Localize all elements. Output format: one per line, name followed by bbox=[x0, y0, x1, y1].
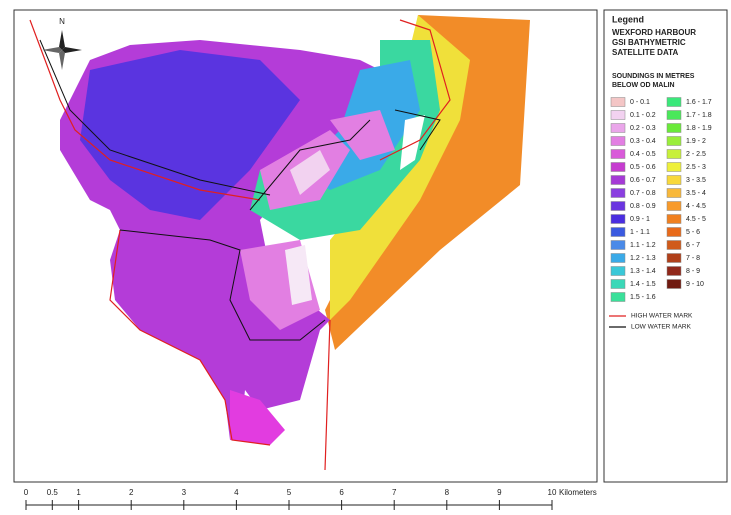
legend-line-label: HIGH WATER MARK bbox=[631, 313, 693, 320]
scale-label: 0.5 bbox=[47, 488, 59, 497]
legend-swatch bbox=[667, 176, 681, 185]
legend-class-label: 3 - 3.5 bbox=[686, 177, 706, 184]
legend-swatch bbox=[611, 176, 625, 185]
legend-swatch bbox=[667, 163, 681, 172]
legend-class-label: 4 - 4.5 bbox=[686, 203, 706, 210]
legend-class-label: 0 - 0.1 bbox=[630, 99, 650, 106]
legend-class-label: 2 - 2.5 bbox=[686, 151, 706, 158]
legend-class-label: 2.5 - 3 bbox=[686, 164, 706, 171]
legend-class-label: 0.9 - 1 bbox=[630, 216, 650, 223]
scale-label: 10 bbox=[548, 488, 557, 497]
legend-class-label: 1.8 - 1.9 bbox=[686, 125, 712, 132]
scale-label: 4 bbox=[234, 488, 239, 497]
legend-class-label: 1.6 - 1.7 bbox=[686, 99, 712, 106]
legend-class-label: 1.1 - 1.2 bbox=[630, 242, 656, 249]
scale-label: 7 bbox=[392, 488, 397, 497]
legend-title: Legend bbox=[612, 14, 644, 24]
legend-swatch bbox=[667, 254, 681, 263]
legend-class-label: 3.5 - 4 bbox=[686, 190, 706, 197]
legend-class-label: 0.5 - 0.6 bbox=[630, 164, 656, 171]
legend-swatch bbox=[611, 189, 625, 198]
legend-swatch bbox=[611, 254, 625, 263]
legend-class-label: 1.2 - 1.3 bbox=[630, 255, 656, 262]
legend-class-label: 0.3 - 0.4 bbox=[630, 138, 656, 145]
legend-swatch bbox=[611, 293, 625, 302]
legend-swatch bbox=[611, 228, 625, 237]
scale-label: 3 bbox=[182, 488, 187, 497]
legend-class-label: 0.4 - 0.5 bbox=[630, 151, 656, 158]
legend-swatch bbox=[611, 215, 625, 224]
legend-class-label: 1 - 1.1 bbox=[630, 229, 650, 236]
legend-class-label: 0.8 - 0.9 bbox=[630, 203, 656, 210]
legend-swatch bbox=[611, 124, 625, 133]
north-label: N bbox=[59, 17, 65, 26]
legend-class-label: 5 - 6 bbox=[686, 229, 700, 236]
legend-swatch bbox=[667, 189, 681, 198]
legend-class-label: 1.5 - 1.6 bbox=[630, 294, 656, 301]
legend-swatch bbox=[667, 124, 681, 133]
legend-swatch bbox=[667, 98, 681, 107]
scale-label: 2 bbox=[129, 488, 134, 497]
legend-heading: GSI BATHYMETRIC bbox=[612, 38, 686, 47]
legend-class-label: 1.9 - 2 bbox=[686, 138, 706, 145]
legend-swatch bbox=[667, 215, 681, 224]
legend-class-label: 0.1 - 0.2 bbox=[630, 112, 656, 119]
legend-swatch bbox=[611, 150, 625, 159]
legend-swatch bbox=[667, 202, 681, 211]
legend-swatch bbox=[667, 228, 681, 237]
legend-heading: SATELLITE DATA bbox=[612, 48, 678, 57]
scale-label: 6 bbox=[339, 488, 344, 497]
legend-swatch bbox=[611, 267, 625, 276]
legend-units: BELOW OD MALIN bbox=[612, 82, 675, 89]
scale-label: 1 bbox=[76, 488, 81, 497]
legend-swatch bbox=[667, 280, 681, 289]
scale-label: 0 bbox=[24, 488, 29, 497]
legend-class-label: 1.3 - 1.4 bbox=[630, 268, 656, 275]
legend-class-label: 1.4 - 1.5 bbox=[630, 281, 656, 288]
legend-heading: WEXFORD HARBOUR bbox=[612, 28, 696, 37]
scale-label: 5 bbox=[287, 488, 292, 497]
legend-swatch bbox=[611, 137, 625, 146]
legend-swatch bbox=[611, 202, 625, 211]
scale-label: 8 bbox=[445, 488, 450, 497]
legend-class-label: 0.7 - 0.8 bbox=[630, 190, 656, 197]
legend-swatch bbox=[667, 241, 681, 250]
legend-swatch bbox=[611, 163, 625, 172]
legend-class-label: 1.7 - 1.8 bbox=[686, 112, 712, 119]
scale-unit: Kilometers bbox=[559, 488, 597, 497]
scale-label: 9 bbox=[497, 488, 502, 497]
legend-swatch bbox=[611, 111, 625, 120]
legend-swatch bbox=[611, 241, 625, 250]
legend-class-label: 4.5 - 5 bbox=[686, 216, 706, 223]
legend-class-label: 0.2 - 0.3 bbox=[630, 125, 656, 132]
legend-swatch bbox=[667, 267, 681, 276]
map-page: N Legend WEXFORD HARBOURGSI BATHYMETRICS… bbox=[0, 0, 731, 515]
legend-line-label: LOW WATER MARK bbox=[631, 324, 692, 331]
legend-swatch bbox=[611, 98, 625, 107]
legend-swatch bbox=[667, 137, 681, 146]
legend-units: SOUNDINGS IN METRES bbox=[612, 73, 695, 80]
legend-swatch bbox=[611, 280, 625, 289]
legend-class-label: 9 - 10 bbox=[686, 281, 704, 288]
legend-class-label: 0.6 - 0.7 bbox=[630, 177, 656, 184]
legend-class-label: 8 - 9 bbox=[686, 268, 700, 275]
map: N bbox=[14, 10, 597, 482]
legend-class-label: 7 - 8 bbox=[686, 255, 700, 262]
legend-class-label: 6 - 7 bbox=[686, 242, 700, 249]
legend-swatch bbox=[667, 111, 681, 120]
legend-swatch bbox=[667, 150, 681, 159]
